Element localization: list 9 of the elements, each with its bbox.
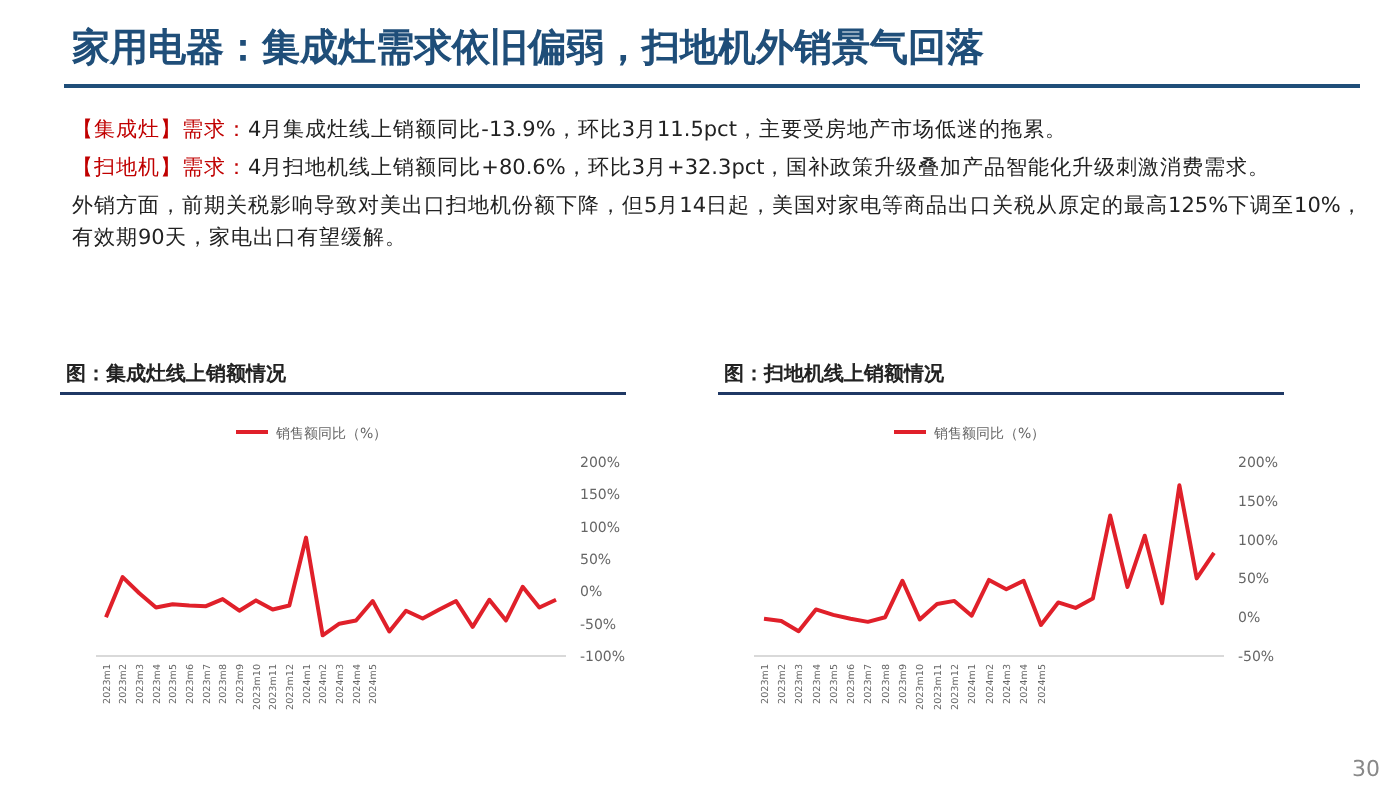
text: 外销方面，前期关税影响导致对美出口扫地机份额下降，但5月14日起，美国对家电等商品出口关税从原定的最高125%下调至10%，有效期90天，家电出口有望缓解。 [72,192,1363,250]
chart-title: 图：扫地机线上销额情况 [724,362,946,386]
text: 【扫地机】需求：4月扫地机线上销额同比+80.6%，环比3月+32.3pct，国补政策升级叠加产品智能化升级刺激消费需求。 [72,154,1271,180]
text: 家用电器：集成灶需求依旧偏弱，扫地机外销景气回落 [70,26,984,70]
line-series [104,535,558,638]
text: 30 [1352,756,1380,782]
chart-title: 图：集成灶线上销额情况 [66,362,288,386]
text: 【集成灶】需求：4月集成灶线上销额同比-13.9%，环比3月11.5pct，主要受房地产市场低迷的拖累。 [72,116,1067,142]
line-series [762,483,1216,634]
